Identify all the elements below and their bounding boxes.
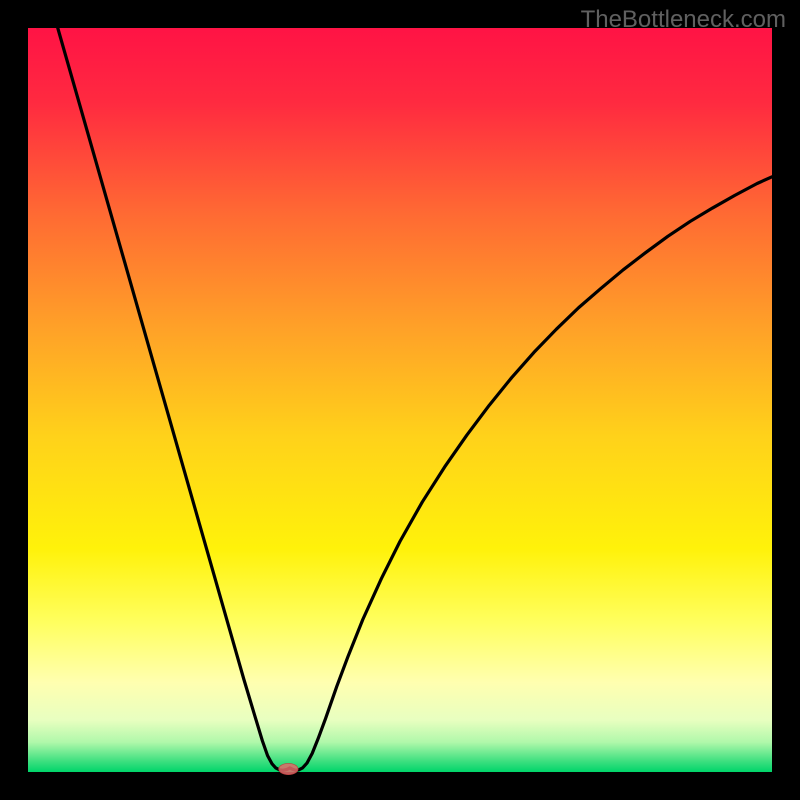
bottleneck-chart <box>0 0 800 800</box>
plot-background <box>28 28 772 772</box>
watermark-text: TheBottleneck.com <box>581 6 786 34</box>
marker-dot <box>279 763 298 774</box>
chart-container: { "watermark": { "text": "TheBottleneck.… <box>0 0 800 800</box>
markers-group <box>279 763 298 774</box>
